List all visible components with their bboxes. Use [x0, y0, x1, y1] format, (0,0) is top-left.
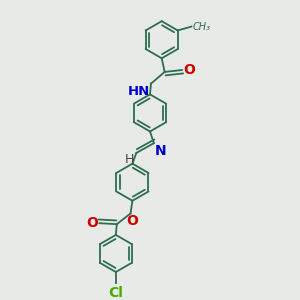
Text: Cl: Cl — [108, 286, 123, 300]
Text: O: O — [86, 216, 98, 230]
Text: H: H — [125, 153, 134, 167]
Text: CH₃: CH₃ — [192, 22, 210, 32]
Text: O: O — [183, 63, 195, 77]
Text: HN: HN — [128, 85, 150, 98]
Text: O: O — [127, 214, 138, 228]
Text: N: N — [155, 144, 167, 158]
